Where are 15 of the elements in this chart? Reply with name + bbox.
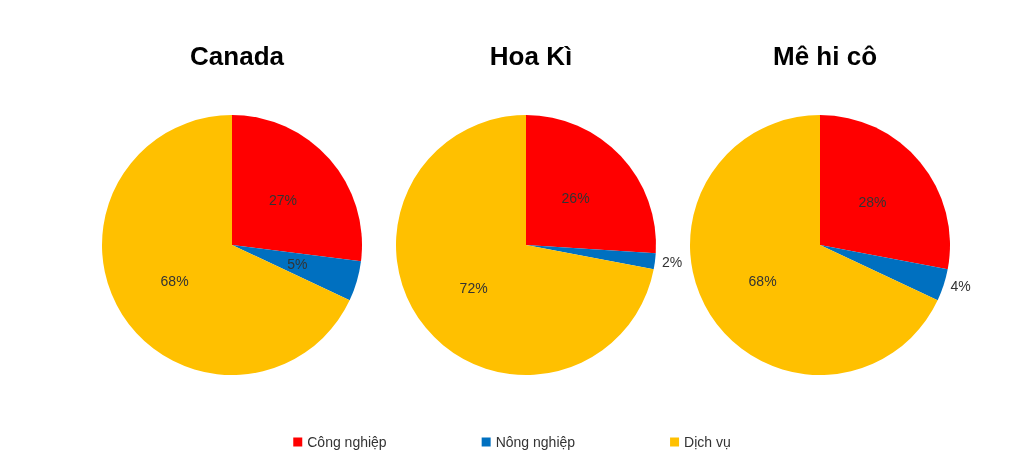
data-label: 68%	[748, 273, 777, 290]
legend-label: Công nghiệp	[307, 434, 387, 450]
legend-label: Nông nghiệp	[495, 434, 576, 450]
data-label: 68%	[160, 273, 189, 290]
chart-title: Canada	[190, 41, 285, 71]
data-label: 27%	[268, 192, 298, 209]
data-label: 28%	[858, 193, 887, 210]
data-label: 2%	[661, 253, 683, 270]
chart-title: Mê hi cô	[772, 41, 878, 71]
data-label: 72%	[459, 280, 488, 297]
data-label: 4%	[950, 277, 971, 294]
data-label: 26%	[561, 190, 590, 207]
chart-title: Hoa Kì	[489, 41, 573, 71]
legend-label: Dịch vụ	[684, 434, 731, 450]
data-label: 5%	[287, 255, 308, 272]
